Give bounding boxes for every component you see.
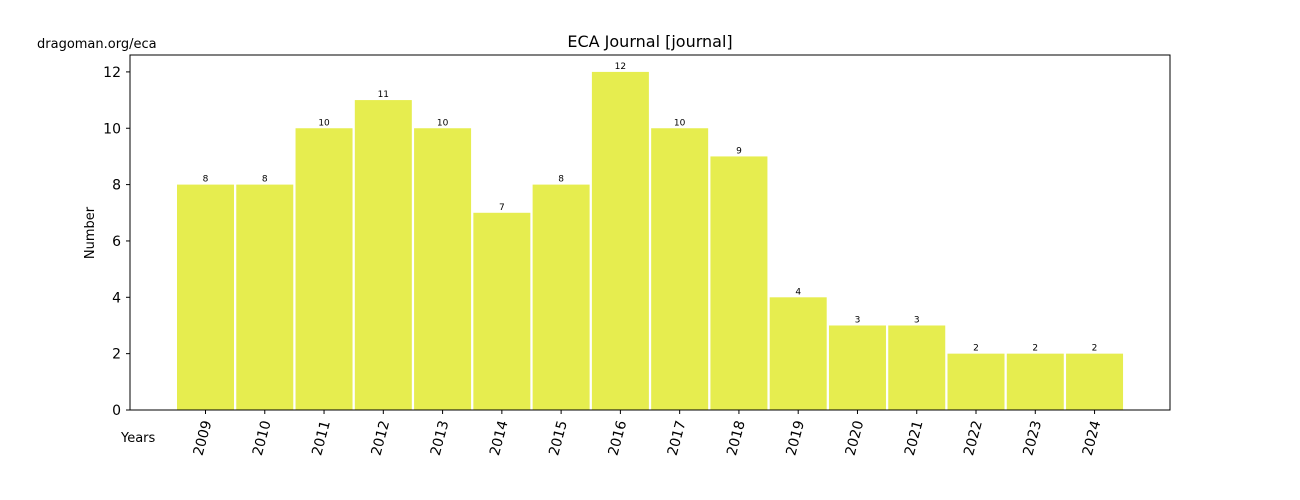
x-tick-label-2011: 2011 bbox=[309, 419, 334, 458]
bar-2020 bbox=[828, 325, 886, 410]
x-tick-label-2023: 2023 bbox=[1020, 419, 1045, 458]
data-label-2009: 8 bbox=[203, 175, 209, 185]
bar-2019 bbox=[769, 297, 827, 410]
y-tick-label-12: 12 bbox=[103, 65, 121, 81]
plot-frame bbox=[129, 54, 1171, 411]
bar-2009 bbox=[177, 184, 234, 410]
y-axis-label: Number bbox=[83, 206, 98, 259]
bar-2017 bbox=[651, 128, 709, 410]
data-label-2024: 2 bbox=[1092, 344, 1098, 354]
x-axis-label: Years bbox=[120, 431, 156, 446]
y-tick-label-0: 0 bbox=[112, 403, 121, 419]
bar-2014 bbox=[473, 212, 531, 410]
y-tick-label-10: 10 bbox=[103, 121, 121, 137]
y-tick-label-8: 8 bbox=[112, 178, 121, 194]
y-tick-label-4: 4 bbox=[112, 290, 121, 306]
bar-2010 bbox=[236, 184, 294, 410]
bar-2015 bbox=[532, 184, 590, 410]
x-tick-label-2009: 2009 bbox=[191, 419, 216, 458]
x-tick-label-2020: 2020 bbox=[843, 419, 868, 458]
chart-title: ECA Journal [journal] bbox=[567, 32, 732, 51]
x-tick-label-2013: 2013 bbox=[428, 419, 453, 458]
data-label-2022: 2 bbox=[973, 344, 979, 354]
data-label-2020: 3 bbox=[855, 315, 861, 325]
data-label-2013: 10 bbox=[437, 118, 449, 128]
x-tick-label-2017: 2017 bbox=[665, 419, 690, 458]
data-label-2023: 2 bbox=[1032, 344, 1038, 354]
data-labels-group: 8 8 10 11 10 7 8 12 10 9 4 3 3 2 2 2 bbox=[203, 62, 1098, 354]
x-ticks-group: 2009 2010 2011 2012 2013 2014 2015 2016 2017 2018… bbox=[191, 410, 1105, 458]
bar-2021 bbox=[888, 325, 946, 410]
bar-2011 bbox=[295, 128, 353, 410]
bar-2016 bbox=[591, 71, 649, 411]
y-ticks-group: 0 2 4 6 8 10 12 bbox=[103, 65, 130, 419]
bar-2024 bbox=[1066, 353, 1124, 410]
bar-2022 bbox=[947, 353, 1005, 410]
y-tick-label-6: 6 bbox=[112, 234, 121, 250]
data-label-2018: 9 bbox=[736, 146, 742, 156]
x-tick-label-2015: 2015 bbox=[546, 419, 571, 458]
x-tick-label-2019: 2019 bbox=[783, 419, 808, 458]
bar-2023 bbox=[1006, 353, 1064, 410]
x-tick-label-2018: 2018 bbox=[724, 419, 749, 458]
data-label-2015: 8 bbox=[558, 175, 564, 185]
x-tick-label-2016: 2016 bbox=[606, 419, 631, 458]
x-tick-label-2014: 2014 bbox=[487, 419, 512, 458]
data-label-2019: 4 bbox=[795, 287, 801, 297]
x-tick-label-2012: 2012 bbox=[368, 419, 393, 458]
bar-2013 bbox=[414, 128, 472, 410]
bar-2018 bbox=[710, 156, 768, 410]
data-label-2017: 10 bbox=[674, 118, 686, 128]
source-label: dragoman.org/eca bbox=[37, 37, 157, 52]
x-tick-label-2022: 2022 bbox=[961, 419, 986, 458]
x-tick-label-2010: 2010 bbox=[250, 419, 275, 458]
bar-2012 bbox=[354, 100, 412, 410]
x-tick-label-2024: 2024 bbox=[1080, 419, 1105, 458]
data-label-2011: 10 bbox=[318, 118, 330, 128]
bars-group bbox=[177, 71, 1124, 411]
data-label-2016: 12 bbox=[615, 62, 626, 72]
x-tick-label-2021: 2021 bbox=[902, 419, 927, 458]
data-label-2012: 11 bbox=[378, 90, 389, 100]
data-label-2010: 8 bbox=[262, 175, 268, 185]
data-label-2021: 3 bbox=[914, 315, 920, 325]
data-label-2014: 7 bbox=[499, 203, 505, 213]
y-tick-label-2: 2 bbox=[112, 347, 121, 363]
